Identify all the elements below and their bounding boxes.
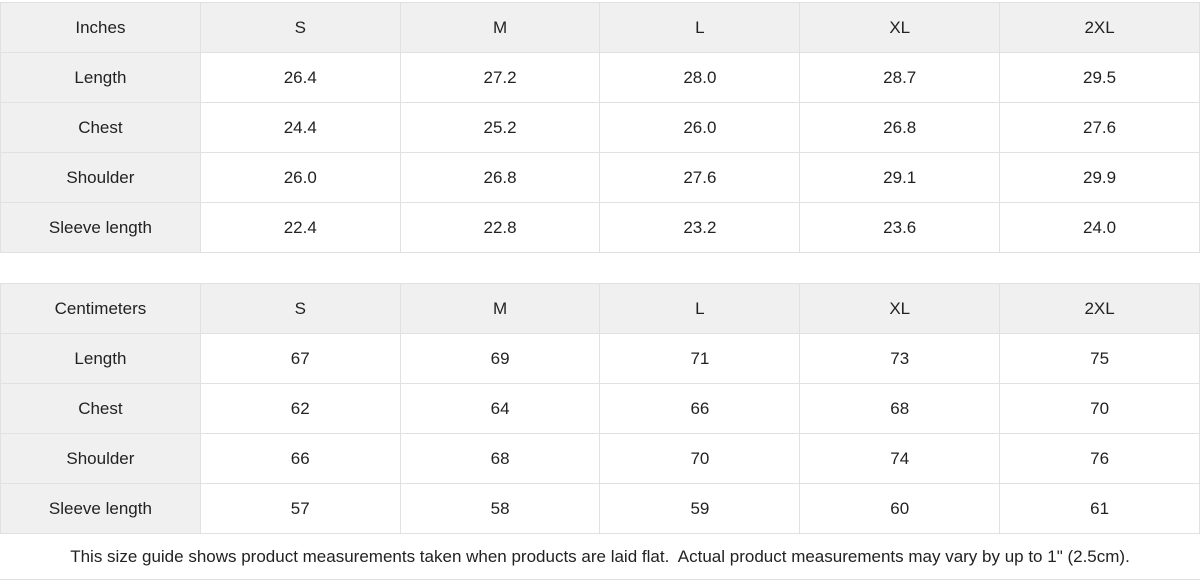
row-label-cell: Shoulder bbox=[0, 152, 201, 203]
measurement-cell: 75 bbox=[999, 333, 1200, 384]
measurement-cell: 57 bbox=[199, 483, 401, 534]
measurement-cell: 22.4 bbox=[199, 202, 401, 253]
row-label-cell: Length bbox=[0, 52, 201, 103]
measurement-cell: 74 bbox=[799, 433, 1001, 484]
measurement-cell: 26.8 bbox=[399, 152, 601, 203]
measurement-cell: 61 bbox=[999, 483, 1200, 534]
size-column-header: XL bbox=[799, 2, 1001, 53]
measurement-cell: 22.8 bbox=[399, 202, 601, 253]
table-row: Length 67 69 71 73 75 bbox=[0, 333, 1200, 384]
measurement-cell: 25.2 bbox=[399, 102, 601, 153]
size-column-header: 2XL bbox=[999, 283, 1200, 334]
table-gap bbox=[0, 253, 1200, 283]
table-row: Chest 24.4 25.2 26.0 26.8 27.6 bbox=[0, 102, 1200, 153]
row-label-cell: Shoulder bbox=[0, 433, 201, 484]
size-column-header: M bbox=[399, 2, 601, 53]
size-column-header: L bbox=[599, 283, 801, 334]
measurement-cell: 29.1 bbox=[799, 152, 1001, 203]
row-label-cell: Chest bbox=[0, 383, 201, 434]
measurement-cell: 70 bbox=[999, 383, 1200, 434]
measurement-cell: 28.0 bbox=[599, 52, 801, 103]
measurement-cell: 67 bbox=[199, 333, 401, 384]
table-row: Length 26.4 27.2 28.0 28.7 29.5 bbox=[0, 52, 1200, 103]
row-label-cell: Length bbox=[0, 333, 201, 384]
table-header-row: Inches S M L XL 2XL bbox=[0, 2, 1200, 53]
measurement-cell: 27.6 bbox=[999, 102, 1200, 153]
measurement-cell: 62 bbox=[199, 383, 401, 434]
measurement-cell: 66 bbox=[599, 383, 801, 434]
table-row: Sleeve length 22.4 22.8 23.2 23.6 24.0 bbox=[0, 202, 1200, 253]
table-row: Shoulder 26.0 26.8 27.6 29.1 29.9 bbox=[0, 152, 1200, 203]
measurement-cell: 58 bbox=[399, 483, 601, 534]
table-header-row: Centimeters S M L XL 2XL bbox=[0, 283, 1200, 334]
measurement-cell: 76 bbox=[999, 433, 1200, 484]
size-column-header: 2XL bbox=[999, 2, 1200, 53]
measurement-cell: 59 bbox=[599, 483, 801, 534]
table-row: Shoulder 66 68 70 74 76 bbox=[0, 433, 1200, 484]
measurement-cell: 66 bbox=[199, 433, 401, 484]
measurement-cell: 27.6 bbox=[599, 152, 801, 203]
measurement-cell: 26.0 bbox=[199, 152, 401, 203]
measurement-cell: 70 bbox=[599, 433, 801, 484]
unit-header-cell: Centimeters bbox=[0, 283, 201, 334]
size-table-centimeters: Centimeters S M L XL 2XL Length 67 69 71 73 75 Chest… bbox=[0, 283, 1200, 534]
row-label-cell: Sleeve length bbox=[0, 483, 201, 534]
measurement-cell: 60 bbox=[799, 483, 1001, 534]
size-column-header: M bbox=[399, 283, 601, 334]
measurement-cell: 24.0 bbox=[999, 202, 1200, 253]
measurement-cell: 27.2 bbox=[399, 52, 601, 103]
measurement-cell: 29.5 bbox=[999, 52, 1200, 103]
footer-note: This size guide shows product measuremen… bbox=[0, 534, 1200, 580]
measurement-cell: 68 bbox=[399, 433, 601, 484]
measurement-cell: 26.8 bbox=[799, 102, 1001, 153]
measurement-cell: 28.7 bbox=[799, 52, 1001, 103]
size-column-header: S bbox=[199, 2, 401, 53]
row-label-cell: Chest bbox=[0, 102, 201, 153]
measurement-cell: 68 bbox=[799, 383, 1001, 434]
measurement-cell: 69 bbox=[399, 333, 601, 384]
table-row: Sleeve length 57 58 59 60 61 bbox=[0, 483, 1200, 534]
measurement-cell: 29.9 bbox=[999, 152, 1200, 203]
measurement-cell: 26.4 bbox=[199, 52, 401, 103]
measurement-cell: 23.2 bbox=[599, 202, 801, 253]
measurement-cell: 73 bbox=[799, 333, 1001, 384]
size-column-header: S bbox=[199, 283, 401, 334]
measurement-cell: 26.0 bbox=[599, 102, 801, 153]
size-column-header: XL bbox=[799, 283, 1001, 334]
measurement-cell: 71 bbox=[599, 333, 801, 384]
table-row: Chest 62 64 66 68 70 bbox=[0, 383, 1200, 434]
size-table-inches: Inches S M L XL 2XL Length 26.4 27.2 28.0 28.7 29.5… bbox=[0, 2, 1200, 253]
unit-header-cell: Inches bbox=[0, 2, 201, 53]
measurement-cell: 64 bbox=[399, 383, 601, 434]
measurement-cell: 24.4 bbox=[199, 102, 401, 153]
measurement-cell: 23.6 bbox=[799, 202, 1001, 253]
row-label-cell: Sleeve length bbox=[0, 202, 201, 253]
size-column-header: L bbox=[599, 2, 801, 53]
